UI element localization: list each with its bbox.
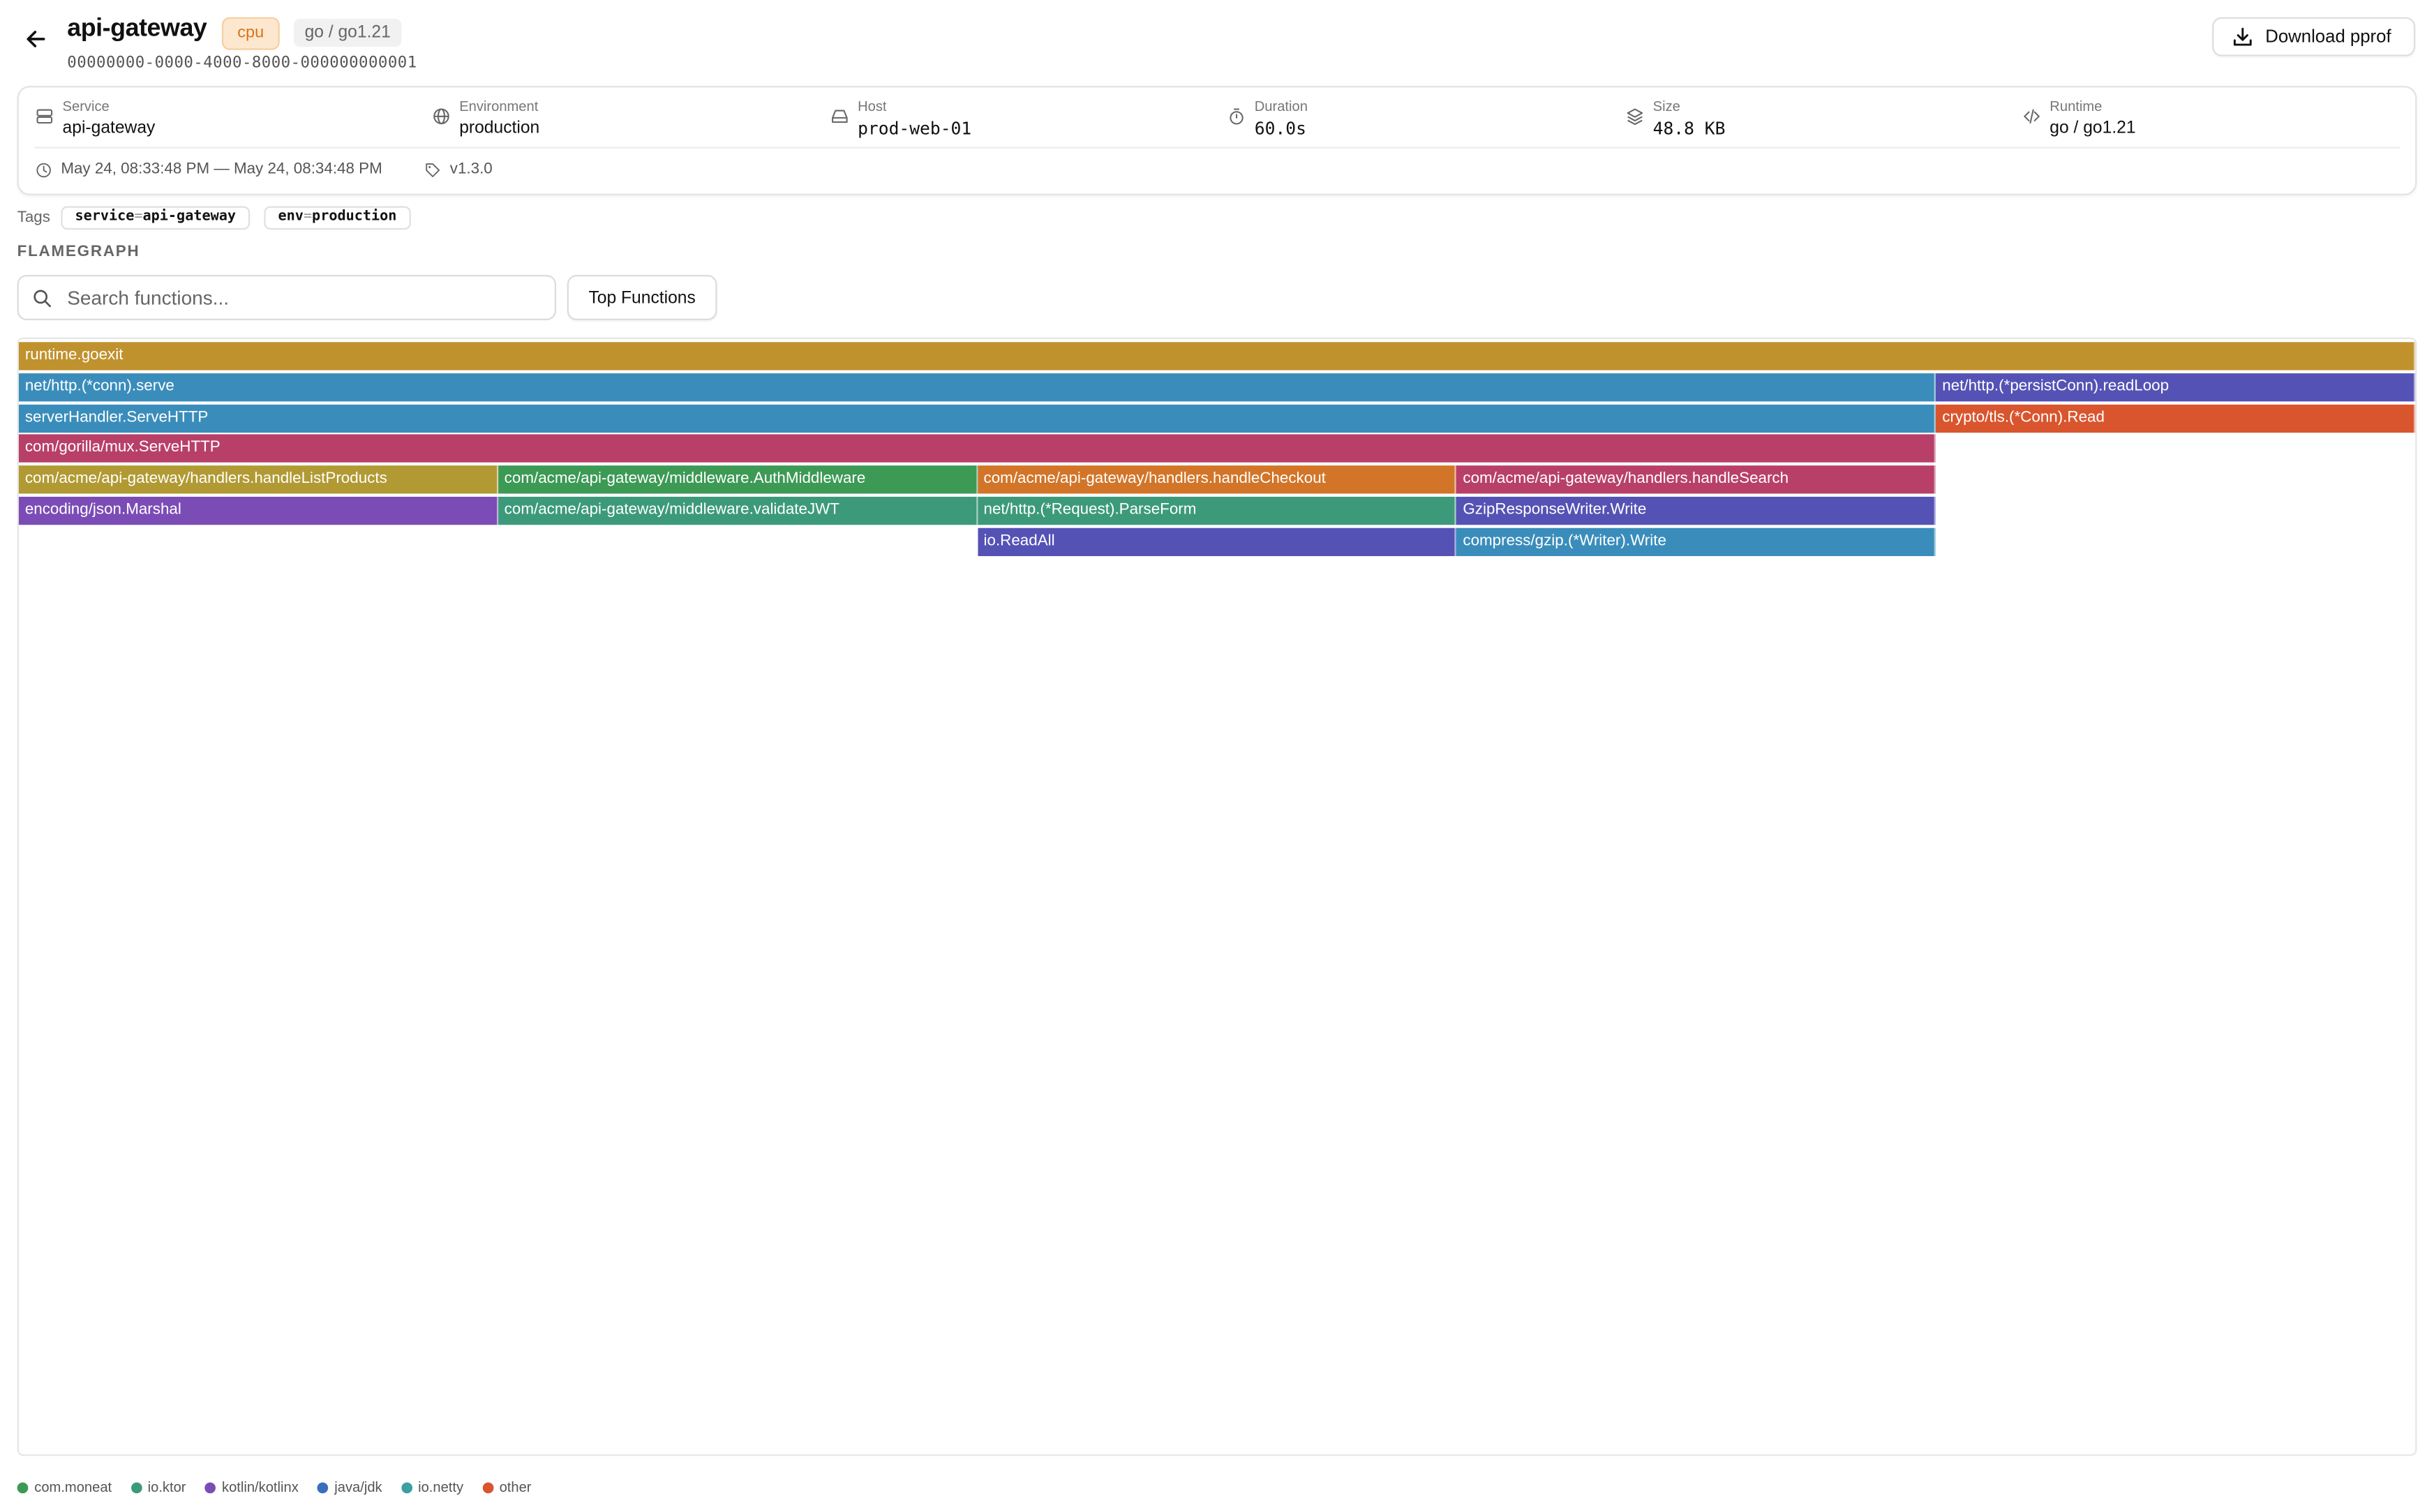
flame-frame[interactable]: encoding/json.Marshal	[18, 496, 498, 525]
legend-label: java/jdk	[334, 1479, 382, 1495]
profile-type-badge: cpu	[221, 17, 280, 50]
meta-host: Host prod-web-01	[831, 98, 971, 140]
legend-dot-icon	[317, 1481, 329, 1493]
legend-label: kotlin/kotlinx	[222, 1479, 299, 1495]
legend-label: io.netty	[418, 1479, 464, 1495]
tag-chip: env=production	[264, 206, 411, 230]
meta-size-label: Size	[1652, 98, 1680, 114]
meta-runtime-value: go / go1.21	[2050, 119, 2136, 138]
flame-frame[interactable]: net/http.(*conn).serve	[18, 373, 1936, 401]
legend-item: com.moneat	[17, 1479, 112, 1495]
meta-runtime-label: Runtime	[2050, 98, 2103, 114]
profile-metadata-card: Service api-gateway Environment production…	[17, 86, 2417, 195]
profile-id: 00000000-0000-4000-8000-000000000001	[67, 54, 417, 72]
flamegraph-section-title: FLAMEGRAPH	[17, 244, 140, 261]
top-functions-button[interactable]: Top Functions	[567, 275, 717, 320]
version-text: v1.3.0	[449, 160, 493, 179]
legend-item: kotlin/kotlinx	[204, 1479, 299, 1495]
legend-dot-icon	[481, 1481, 493, 1493]
download-icon	[2233, 27, 2252, 46]
legend-label: io.ktor	[147, 1479, 186, 1495]
flame-frame[interactable]: GzipResponseWriter.Write	[1456, 496, 1936, 525]
code-icon	[2024, 109, 2040, 124]
legend-dot-icon	[401, 1481, 412, 1493]
legend-dot-icon	[130, 1481, 142, 1493]
flame-frame[interactable]: com/gorilla/mux.ServeHTTP	[18, 435, 1936, 463]
arrow-left-icon	[27, 31, 45, 47]
meta-runtime: Runtime go / go1.21	[2023, 98, 2136, 140]
tag-value: api-gateway	[142, 209, 236, 225]
layers-icon	[1627, 108, 1643, 126]
meta-duration: Duration 60.0s	[1228, 98, 1308, 140]
flame-frame[interactable]: io.ReadAll	[977, 527, 1457, 556]
tag-value: production	[312, 209, 397, 225]
legend-dot-icon	[204, 1481, 216, 1493]
flame-frame[interactable]: com/acme/api-gateway/handlers.handleSear…	[1456, 465, 1936, 494]
search-icon	[33, 289, 51, 307]
meta-environment: Environment production	[433, 98, 539, 140]
flame-frame[interactable]: runtime.goexit	[18, 342, 2416, 370]
meta-host-value: prod-web-01	[858, 119, 972, 140]
legend-item: other	[481, 1479, 532, 1495]
legend-item: io.ktor	[130, 1479, 186, 1495]
time-range-text: May 24, 08:33:48 PM — May 24, 08:34:48 P…	[61, 160, 382, 179]
color-legend: com.moneat io.ktor kotlin/kotlinx java/jdk i…	[17, 1479, 532, 1495]
tag-eq: =	[303, 209, 313, 225]
back-button[interactable]	[22, 25, 50, 53]
flame-frame[interactable]: compress/gzip.(*Writer).Write	[1456, 527, 1936, 556]
globe-icon	[433, 108, 449, 125]
download-pprof-label: Download pprof	[2265, 27, 2391, 47]
meta-environment-value: production	[459, 119, 540, 138]
time-range: May 24, 08:33:48 PM — May 24, 08:34:48 P…	[36, 160, 382, 179]
flame-frame[interactable]: crypto/tls.(*Conn).Read	[1936, 403, 2416, 433]
meta-size-value: 48.8 KB	[1652, 119, 1726, 140]
legend-label: com.moneat	[34, 1479, 112, 1495]
tag-eq: =	[134, 209, 143, 225]
tag-key: service	[75, 209, 135, 225]
tags-label: Tags	[17, 209, 50, 227]
meta-environment-label: Environment	[459, 98, 539, 114]
tag-key: env	[278, 209, 304, 225]
tag-icon	[426, 163, 440, 177]
clock-icon	[36, 162, 51, 177]
flame-frame[interactable]: com/acme/api-gateway/middleware.AuthMidd…	[498, 465, 978, 494]
legend-label: other	[499, 1479, 532, 1495]
hard-drive-icon	[832, 110, 848, 123]
download-pprof-button[interactable]: Download pprof	[2212, 17, 2416, 57]
flame-frame[interactable]: com/acme/api-gateway/handlers.handleChec…	[977, 465, 1457, 494]
legend-dot-icon	[17, 1481, 29, 1493]
flamegraph-canvas[interactable]: runtime.goexit net/http.(*conn).serve net/…	[17, 337, 2417, 1456]
version: v1.3.0	[425, 160, 493, 179]
tag-chip: service=api-gateway	[61, 206, 251, 230]
meta-service-label: Service	[62, 98, 110, 114]
search-functions-input[interactable]	[64, 285, 539, 310]
page-title: api-gateway	[67, 15, 207, 43]
meta-host-label: Host	[858, 98, 887, 114]
flame-frame[interactable]: com/acme/api-gateway/middleware.validate…	[498, 496, 978, 525]
search-box	[17, 275, 557, 320]
meta-service-value: api-gateway	[62, 119, 156, 138]
flame-frame[interactable]: com/acme/api-gateway/handlers.handleList…	[18, 465, 498, 494]
server-icon	[36, 109, 53, 124]
legend-item: java/jdk	[317, 1479, 382, 1495]
flame-frame[interactable]: serverHandler.ServeHTTP	[18, 403, 1936, 433]
legend-item: io.netty	[401, 1479, 463, 1495]
timer-icon	[1230, 108, 1244, 125]
card-divider	[34, 147, 2400, 149]
meta-duration-value: 60.0s	[1254, 119, 1306, 140]
meta-service: Service api-gateway	[36, 98, 155, 140]
meta-size: Size 48.8 KB	[1627, 98, 1726, 140]
flame-frame[interactable]: net/http.(*persistConn).readLoop	[1936, 373, 2416, 401]
meta-duration-label: Duration	[1254, 98, 1308, 114]
runtime-badge: go / go1.21	[293, 18, 402, 47]
flame-frame[interactable]: net/http.(*Request).ParseForm	[977, 496, 1457, 525]
